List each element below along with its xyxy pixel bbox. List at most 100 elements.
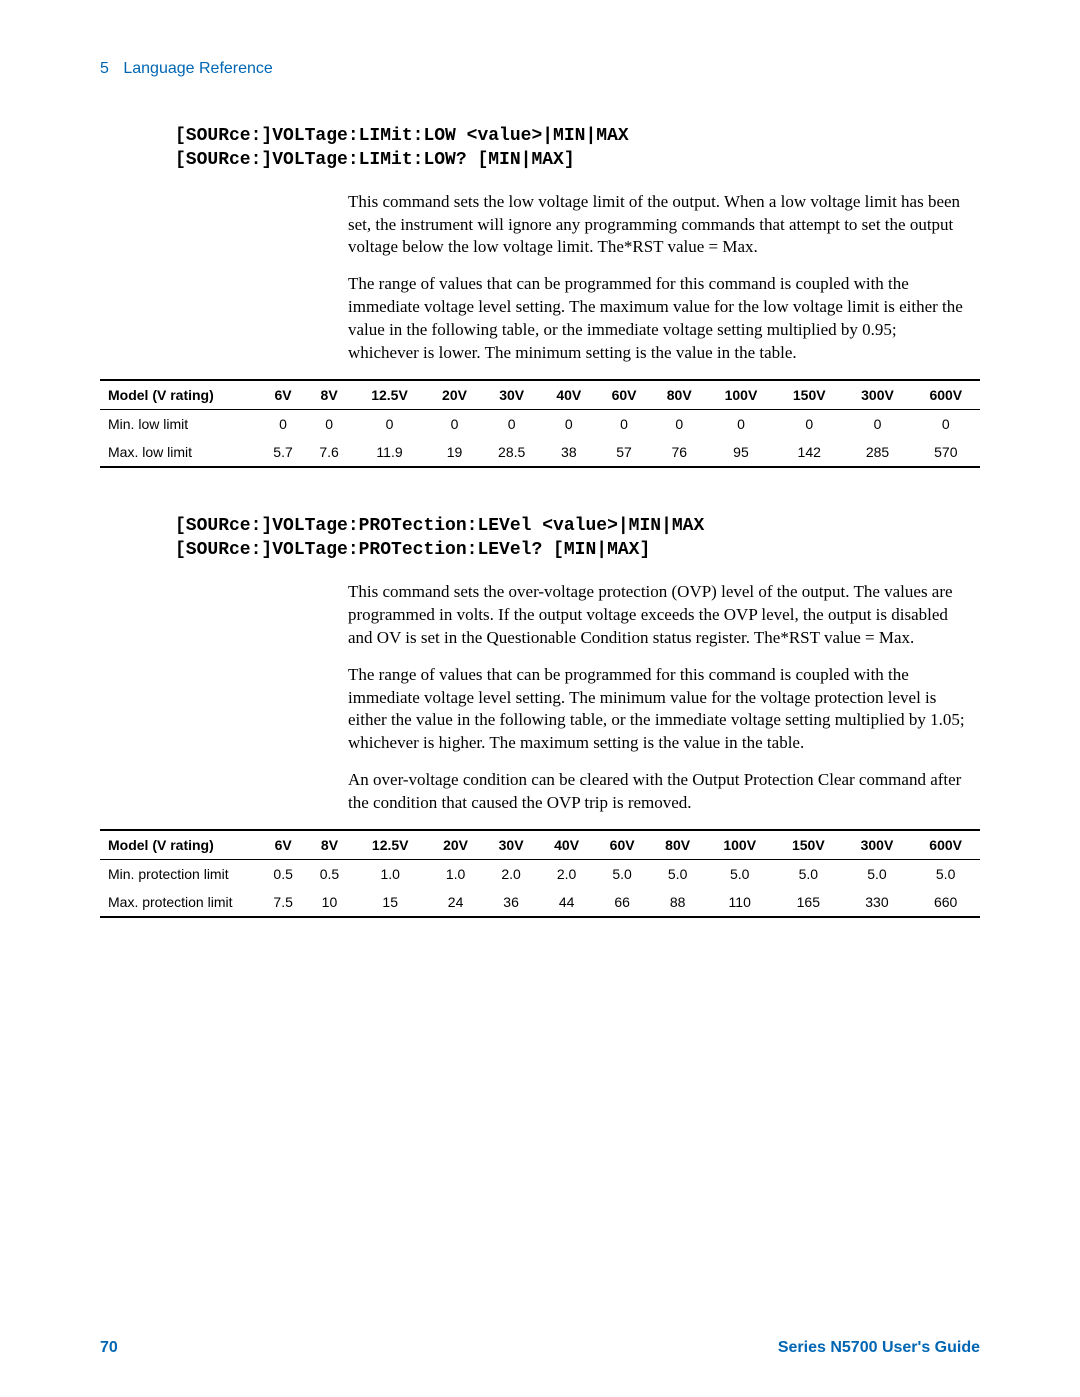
table-col: 12.5V [352, 380, 427, 410]
table-cell: 5.0 [774, 860, 843, 889]
table-cell: 0.5 [260, 860, 306, 889]
table-col: 60V [596, 380, 651, 410]
table-col: 80V [650, 830, 706, 860]
table-cell: 0 [482, 410, 541, 439]
page-footer: 70 Series N5700 User's Guide [100, 1339, 980, 1357]
paragraph: The range of values that can be programm… [348, 273, 970, 365]
table-cell: 0.5 [306, 860, 352, 889]
table-cell: 1.0 [353, 860, 428, 889]
paragraph: An over-voltage condition can be cleared… [348, 769, 970, 815]
command-line: [SOURce:]VOLTage:LIMit:LOW <value>|MIN|M… [175, 124, 980, 148]
table-cell: 5.0 [705, 860, 774, 889]
table-cell: 10 [306, 888, 352, 917]
table-col: 30V [483, 830, 539, 860]
page: 5 Language Reference [SOURce:]VOLTage:LI… [0, 0, 1080, 1397]
table-cell: 7.6 [306, 438, 352, 467]
table-col: 20V [428, 830, 484, 860]
table-col: 600V [912, 380, 980, 410]
table-col: 8V [306, 830, 352, 860]
table-header-row: Model (V rating) 6V 8V 12.5V 20V 30V 40V… [100, 830, 980, 860]
table-col: 40V [541, 380, 596, 410]
table-cell: 5.7 [260, 438, 306, 467]
command-syntax-limit-low: [SOURce:]VOLTage:LIMit:LOW <value>|MIN|M… [175, 124, 980, 173]
table-cell: 28.5 [482, 438, 541, 467]
table-body: Min. low limit000000000000Max. low limit… [100, 410, 980, 468]
table-row: Max. low limit5.77.611.91928.53857769514… [100, 438, 980, 467]
table-cell: 570 [912, 438, 980, 467]
table-row: Min. low limit000000000000 [100, 410, 980, 439]
paragraph: The range of values that can be programm… [348, 664, 970, 756]
table-cell: 5.0 [911, 860, 980, 889]
table-cell: 330 [843, 888, 912, 917]
table-col: 60V [594, 830, 650, 860]
table-cell: 0 [306, 410, 352, 439]
table-cell: 285 [843, 438, 911, 467]
table-cell: 11.9 [352, 438, 427, 467]
table-col: 300V [843, 830, 912, 860]
table-col: 150V [775, 380, 843, 410]
chapter-number: 5 [100, 60, 109, 77]
table-row-label: Min. low limit [100, 410, 260, 439]
running-header: 5 Language Reference [100, 60, 980, 78]
table-cell: 57 [596, 438, 651, 467]
table-col: 6V [260, 380, 306, 410]
table-row-label: Max. low limit [100, 438, 260, 467]
table-cell: 36 [483, 888, 539, 917]
table-cell: 0 [843, 410, 911, 439]
table-cell: 95 [707, 438, 775, 467]
table-cell: 0 [596, 410, 651, 439]
table-cell: 88 [650, 888, 706, 917]
table-header-row: Model (V rating) 6V 8V 12.5V 20V 30V 40V… [100, 380, 980, 410]
table-cell: 142 [775, 438, 843, 467]
low-limit-table: Model (V rating) 6V 8V 12.5V 20V 30V 40V… [100, 379, 980, 468]
table-col: 80V [652, 380, 707, 410]
table-row: Max. protection limit7.51015243644668811… [100, 888, 980, 917]
table-col: 100V [707, 380, 775, 410]
command-line: [SOURce:]VOLTage:LIMit:LOW? [MIN|MAX] [175, 148, 980, 172]
paragraph: This command sets the low voltage limit … [348, 191, 970, 260]
table-cell: 15 [353, 888, 428, 917]
page-number: 70 [100, 1339, 118, 1357]
table-cell: 76 [652, 438, 707, 467]
table-header-label: Model (V rating) [100, 830, 260, 860]
table-cell: 110 [705, 888, 774, 917]
table-cell: 1.0 [428, 860, 484, 889]
table-row: Min. protection limit0.50.51.01.02.02.05… [100, 860, 980, 889]
table-cell: 0 [352, 410, 427, 439]
table-cell: 660 [911, 888, 980, 917]
table-cell: 165 [774, 888, 843, 917]
table-cell: 0 [260, 410, 306, 439]
table-cell: 0 [775, 410, 843, 439]
protection-limit-table: Model (V rating) 6V 8V 12.5V 20V 30V 40V… [100, 829, 980, 918]
table-cell: 0 [652, 410, 707, 439]
table-cell: 24 [428, 888, 484, 917]
table-cell: 2.0 [539, 860, 595, 889]
table-header-label: Model (V rating) [100, 380, 260, 410]
table-col: 8V [306, 380, 352, 410]
table-row-label: Max. protection limit [100, 888, 260, 917]
table-cell: 19 [427, 438, 482, 467]
table-cell: 5.0 [843, 860, 912, 889]
table-cell: 44 [539, 888, 595, 917]
table-cell: 2.0 [483, 860, 539, 889]
chapter-title: Language Reference [123, 60, 272, 77]
command-syntax-protection-level: [SOURce:]VOLTage:PROTection:LEVel <value… [175, 514, 980, 563]
command-line: [SOURce:]VOLTage:PROTection:LEVel? [MIN|… [175, 538, 980, 562]
table-col: 20V [427, 380, 482, 410]
table-cell: 7.5 [260, 888, 306, 917]
table-col: 300V [843, 380, 911, 410]
guide-title: Series N5700 User's Guide [778, 1339, 980, 1357]
table-col: 12.5V [353, 830, 428, 860]
table-body: Min. protection limit0.50.51.01.02.02.05… [100, 860, 980, 918]
table-col: 100V [705, 830, 774, 860]
table-col: 6V [260, 830, 306, 860]
table-cell: 5.0 [650, 860, 706, 889]
table-row-label: Min. protection limit [100, 860, 260, 889]
table-col: 30V [482, 380, 541, 410]
table-cell: 38 [541, 438, 596, 467]
table-cell: 5.0 [594, 860, 650, 889]
table-col: 150V [774, 830, 843, 860]
table-cell: 0 [427, 410, 482, 439]
paragraph: This command sets the over-voltage prote… [348, 581, 970, 650]
command-line: [SOURce:]VOLTage:PROTection:LEVel <value… [175, 514, 980, 538]
